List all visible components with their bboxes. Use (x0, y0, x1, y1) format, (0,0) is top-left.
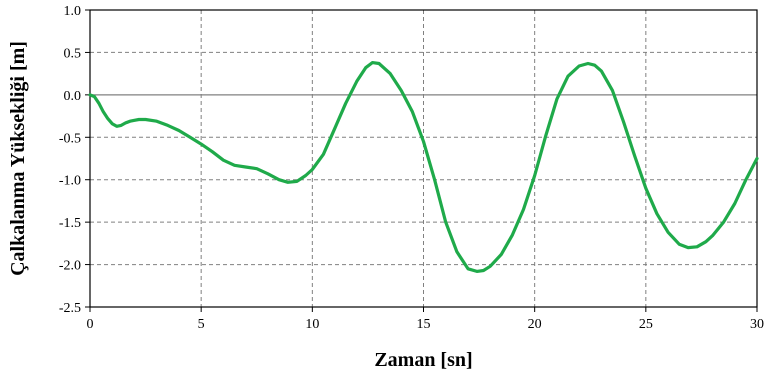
y-tick-label: 0.0 (64, 89, 82, 104)
x-axis-tick-labels: 0 5 10 15 20 25 30 (87, 317, 765, 332)
x-tick-label: 5 (198, 317, 205, 332)
y-tick-label: 1.0 (64, 4, 82, 19)
y-axis-tick-labels: 1.0 0.5 0.0 -0.5 -1.0 -1.5 -2.0 -2.5 (59, 4, 81, 316)
y-tick-label: -2.5 (59, 301, 81, 316)
x-tick-label: 15 (417, 317, 431, 332)
x-tick-label: 30 (750, 317, 764, 332)
y-tick-label: -1.5 (59, 216, 81, 231)
gridlines (90, 10, 757, 307)
x-axis-title: Zaman [sn] (374, 349, 472, 371)
x-tick-label: 10 (305, 317, 319, 332)
axis-ticks (85, 9, 758, 312)
y-tick-label: -1.0 (59, 174, 81, 189)
x-tick-label: 0 (87, 317, 94, 332)
y-tick-label: -0.5 (59, 131, 81, 146)
y-axis-title: Çalkalanma Yüksekliği [m] (7, 41, 29, 276)
x-tick-label: 20 (528, 317, 542, 332)
series-layer (88, 60, 759, 273)
y-tick-label: 0.5 (64, 46, 82, 61)
y-tick-label: -2.0 (59, 259, 81, 274)
x-tick-label: 25 (639, 317, 653, 332)
series-line (88, 60, 759, 273)
